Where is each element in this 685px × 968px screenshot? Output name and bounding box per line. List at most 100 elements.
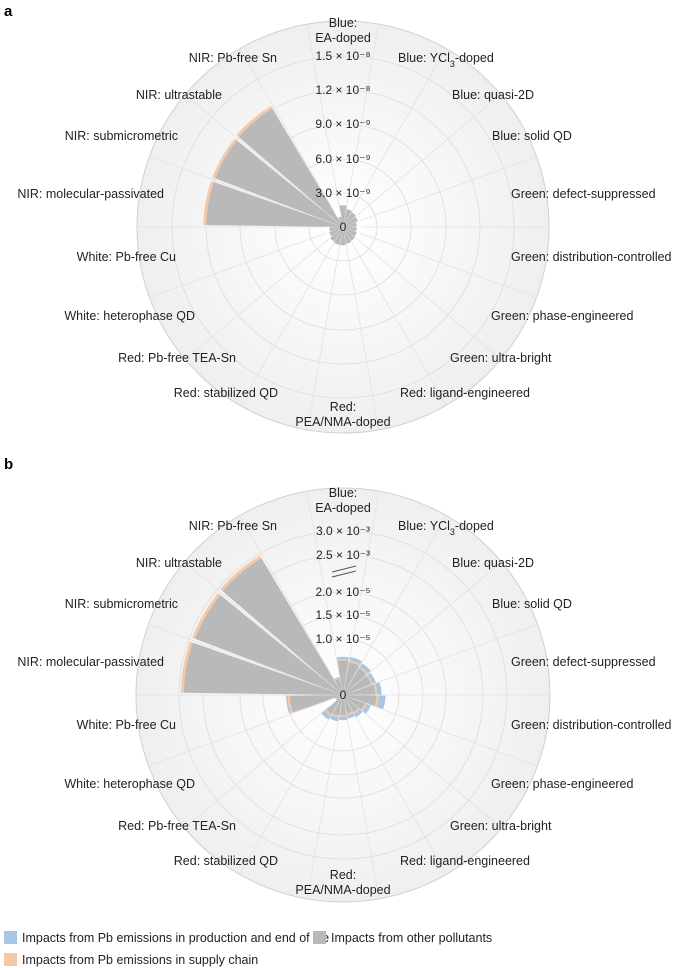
bar-other-pollutants: [343, 227, 356, 241]
category-label: NIR: ultrastable: [136, 556, 222, 570]
category-label: NIR: submicrometric: [65, 129, 178, 143]
bar-supply-chain: [353, 708, 360, 714]
bar-other-pollutants: [343, 695, 365, 710]
grid-spoke: [359, 156, 537, 222]
bar-supply-chain: [366, 674, 373, 685]
category-label: NIR: molecular-passivated: [17, 655, 164, 669]
bar-supply-chain: [236, 106, 273, 137]
panel-letter-b: b: [4, 456, 13, 473]
grid-spoke: [351, 515, 447, 680]
bar-other-pollutants: [343, 216, 358, 227]
bar-production: [354, 709, 363, 718]
bar-production: [286, 695, 291, 714]
category-label: Green: phase-engineered: [491, 777, 634, 791]
bar-other-pollutants: [343, 227, 357, 237]
grid-spoke: [359, 232, 537, 298]
bar-production: [338, 716, 348, 721]
grid-spoke: [184, 94, 330, 216]
bar-production: [376, 695, 386, 709]
bar-other-pollutants: [334, 678, 343, 695]
grid-spoke: [239, 242, 335, 406]
bar-other-pollutants: [334, 227, 343, 245]
axis-break-mark: [331, 565, 357, 573]
radial-tick-label: 1.5 × 10⁻⁸: [315, 49, 370, 63]
bar-other-pollutants: [215, 140, 343, 227]
grid-spoke: [345, 24, 380, 210]
grid-spoke: [359, 623, 538, 690]
category-label: Red: stabilized QD: [174, 854, 278, 868]
bar-other-pollutants: [206, 182, 343, 227]
bar-supply-chain: [361, 703, 367, 711]
category-label: Green: defect-suppressed: [511, 655, 656, 669]
bar-supply-chain: [346, 711, 354, 716]
grid-spoke: [351, 242, 447, 406]
radial-tick-label: 1.0 × 10⁻⁵: [315, 632, 370, 646]
bar-other-pollutants: [336, 695, 343, 700]
grid-spoke: [356, 706, 502, 829]
radial-tick-label: 3.0 × 10⁻⁹: [315, 186, 370, 200]
grid-spoke: [359, 700, 538, 767]
category-label: Green: distribution-controlled: [511, 250, 672, 264]
bar-production: [321, 710, 331, 720]
bar-supply-chain: [324, 709, 332, 716]
grid-spoke: [345, 491, 380, 678]
bar-other-pollutants: [343, 675, 372, 695]
bar-other-pollutants: [337, 660, 349, 695]
bar-other-pollutants: [183, 642, 343, 695]
bar-other-pollutants: [343, 695, 377, 707]
grid-spoke: [148, 623, 327, 690]
bar-production: [349, 657, 362, 665]
category-label: Green: distribution-controlled: [511, 718, 672, 732]
bar-other-pollutants: [238, 108, 343, 227]
bar-other-pollutants: [326, 695, 343, 715]
bar-other-pollutants: [329, 227, 343, 237]
bar-supply-chain: [212, 138, 237, 179]
bar-supply-chain: [349, 660, 361, 666]
grid-spoke: [239, 48, 335, 212]
bar-other-pollutants: [289, 695, 343, 713]
grid-spoke: [345, 244, 380, 430]
bar-supply-chain: [339, 714, 347, 717]
bar-supply-chain: [374, 695, 379, 707]
category-label: Blue: quasi-2D: [452, 88, 534, 102]
category-label: Blue: EA-doped: [315, 16, 371, 45]
category-label: Red: Pb-free TEA-Sn: [118, 351, 236, 365]
category-label: Red: Pb-free TEA-Sn: [118, 819, 236, 833]
radial-tick-label: 2.5 × 10⁻³: [316, 548, 370, 562]
bar-supply-chain: [336, 697, 338, 700]
category-label: Blue: YCl3-doped: [398, 51, 494, 69]
grid-spoke: [239, 515, 335, 680]
grid-spoke: [184, 706, 330, 829]
category-label: Blue: YCl3-doped: [398, 519, 494, 537]
bar-other-pollutants: [343, 227, 352, 244]
grid-spoke: [148, 700, 327, 767]
grid-spoke: [351, 710, 447, 875]
panel-b-radial-chart: 0 1.0 × 10⁻⁵ 1.5 × 10⁻⁵ 2.0 × 10⁻⁵ 2.5 × 10⁻…: [17, 486, 672, 903]
category-label: White: heterophase QD: [64, 309, 195, 323]
category-label: Red: ligand-engineered: [400, 386, 530, 400]
grid-spoke: [184, 238, 330, 360]
grid-spoke: [149, 232, 327, 298]
grid-spoke: [356, 94, 502, 216]
legend-label: Impacts from Pb emissions in production …: [22, 931, 329, 945]
category-label: Green: defect-suppressed: [511, 187, 656, 201]
radial-tick-label: 0: [340, 688, 347, 702]
bar-supply-chain: [180, 641, 193, 693]
bar-production: [335, 697, 338, 701]
radial-tick-label: 0: [340, 220, 347, 234]
bar-supply-chain: [220, 555, 262, 591]
grid-spoke: [306, 24, 341, 210]
grid-spoke: [306, 244, 341, 430]
category-label: NIR: Pb-free Sn: [189, 519, 277, 533]
bar-production: [336, 656, 350, 660]
bar-other-pollutants: [337, 216, 343, 227]
bar-other-pollutants: [343, 684, 376, 695]
axis-break-mark: [331, 570, 357, 578]
grid-spoke: [345, 712, 380, 899]
category-label: Green: phase-engineered: [491, 309, 634, 323]
category-label: Blue: solid QD: [492, 129, 572, 143]
bar-supply-chain: [331, 713, 340, 718]
bar-other-pollutants: [222, 558, 343, 695]
bar-other-pollutants: [339, 205, 347, 227]
